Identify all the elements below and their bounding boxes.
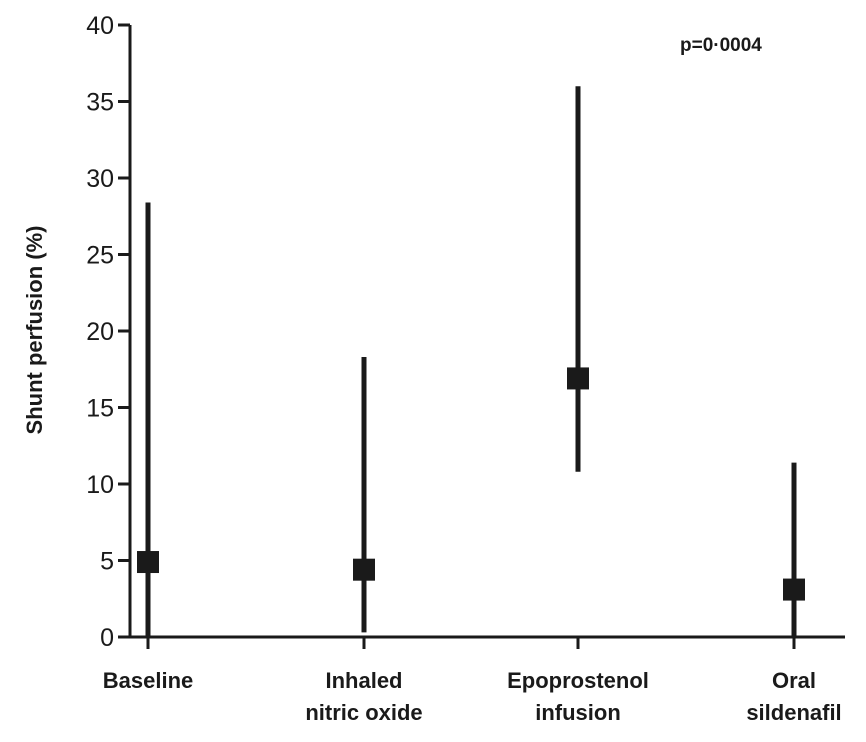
y-tick-label: 0 (100, 624, 114, 652)
y-tick-label: 15 (86, 395, 114, 423)
y-tick-label: 10 (86, 471, 114, 499)
p-value-annotation: p=0·0004 (680, 35, 762, 56)
x-tick-label: Epoprostenol infusion (507, 668, 649, 725)
median-marker (783, 578, 805, 601)
y-tick-label: 30 (86, 165, 114, 193)
x-axis: Baseline Inhaled nitric oxide Epoprostenol i… (103, 635, 845, 725)
y-axis: 0 5 10 15 20 25 30 35 40 (86, 12, 132, 652)
y-tick-label: 40 (86, 12, 114, 40)
x-tick-label: Baseline (103, 668, 194, 693)
plot-marks (137, 86, 805, 637)
median-marker (567, 367, 589, 390)
median-marker (137, 551, 159, 574)
x-tick-label: Inhaled nitric oxide (305, 668, 422, 725)
x-tick-label: Oral sildenafil (746, 668, 841, 725)
y-tick-label: 25 (86, 242, 114, 270)
y-tick-label: 20 (86, 318, 114, 346)
y-axis-title: Shunt perfusion (%) (22, 226, 47, 435)
y-tick-label: 5 (100, 548, 114, 576)
median-marker (353, 558, 375, 581)
y-tick-label: 35 (86, 89, 114, 117)
